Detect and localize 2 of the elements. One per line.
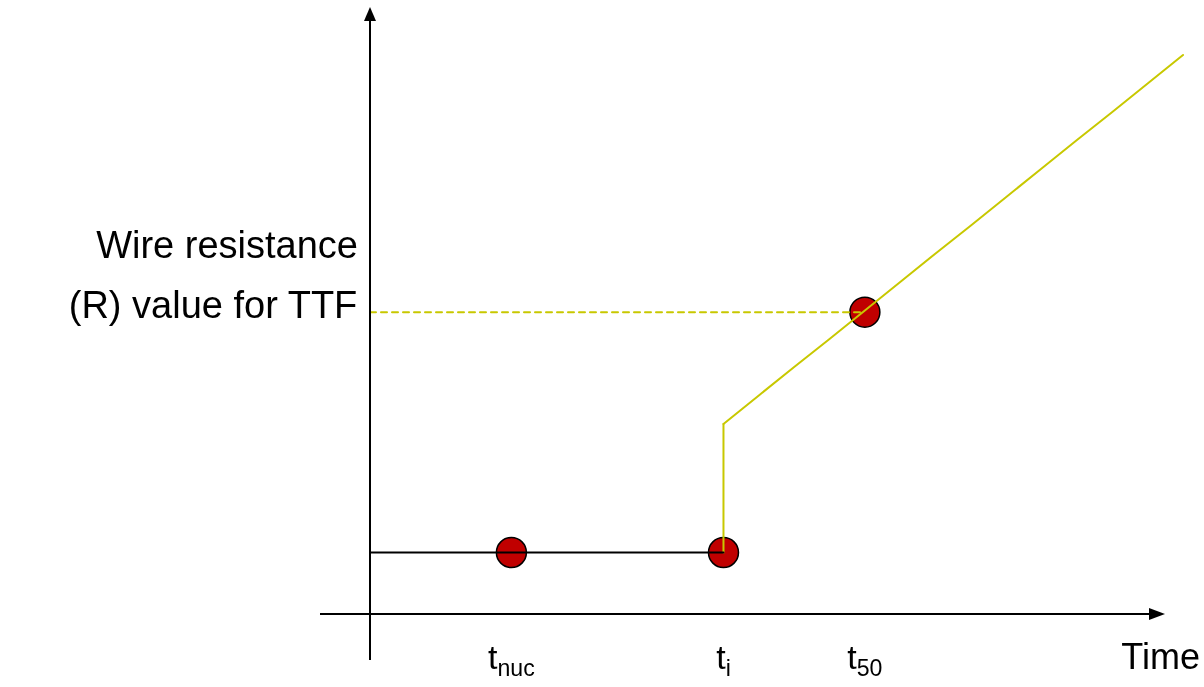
x-axis-title: Time xyxy=(1121,636,1201,677)
annotation: Wire resistance (R) value for TTF xyxy=(68,223,358,326)
